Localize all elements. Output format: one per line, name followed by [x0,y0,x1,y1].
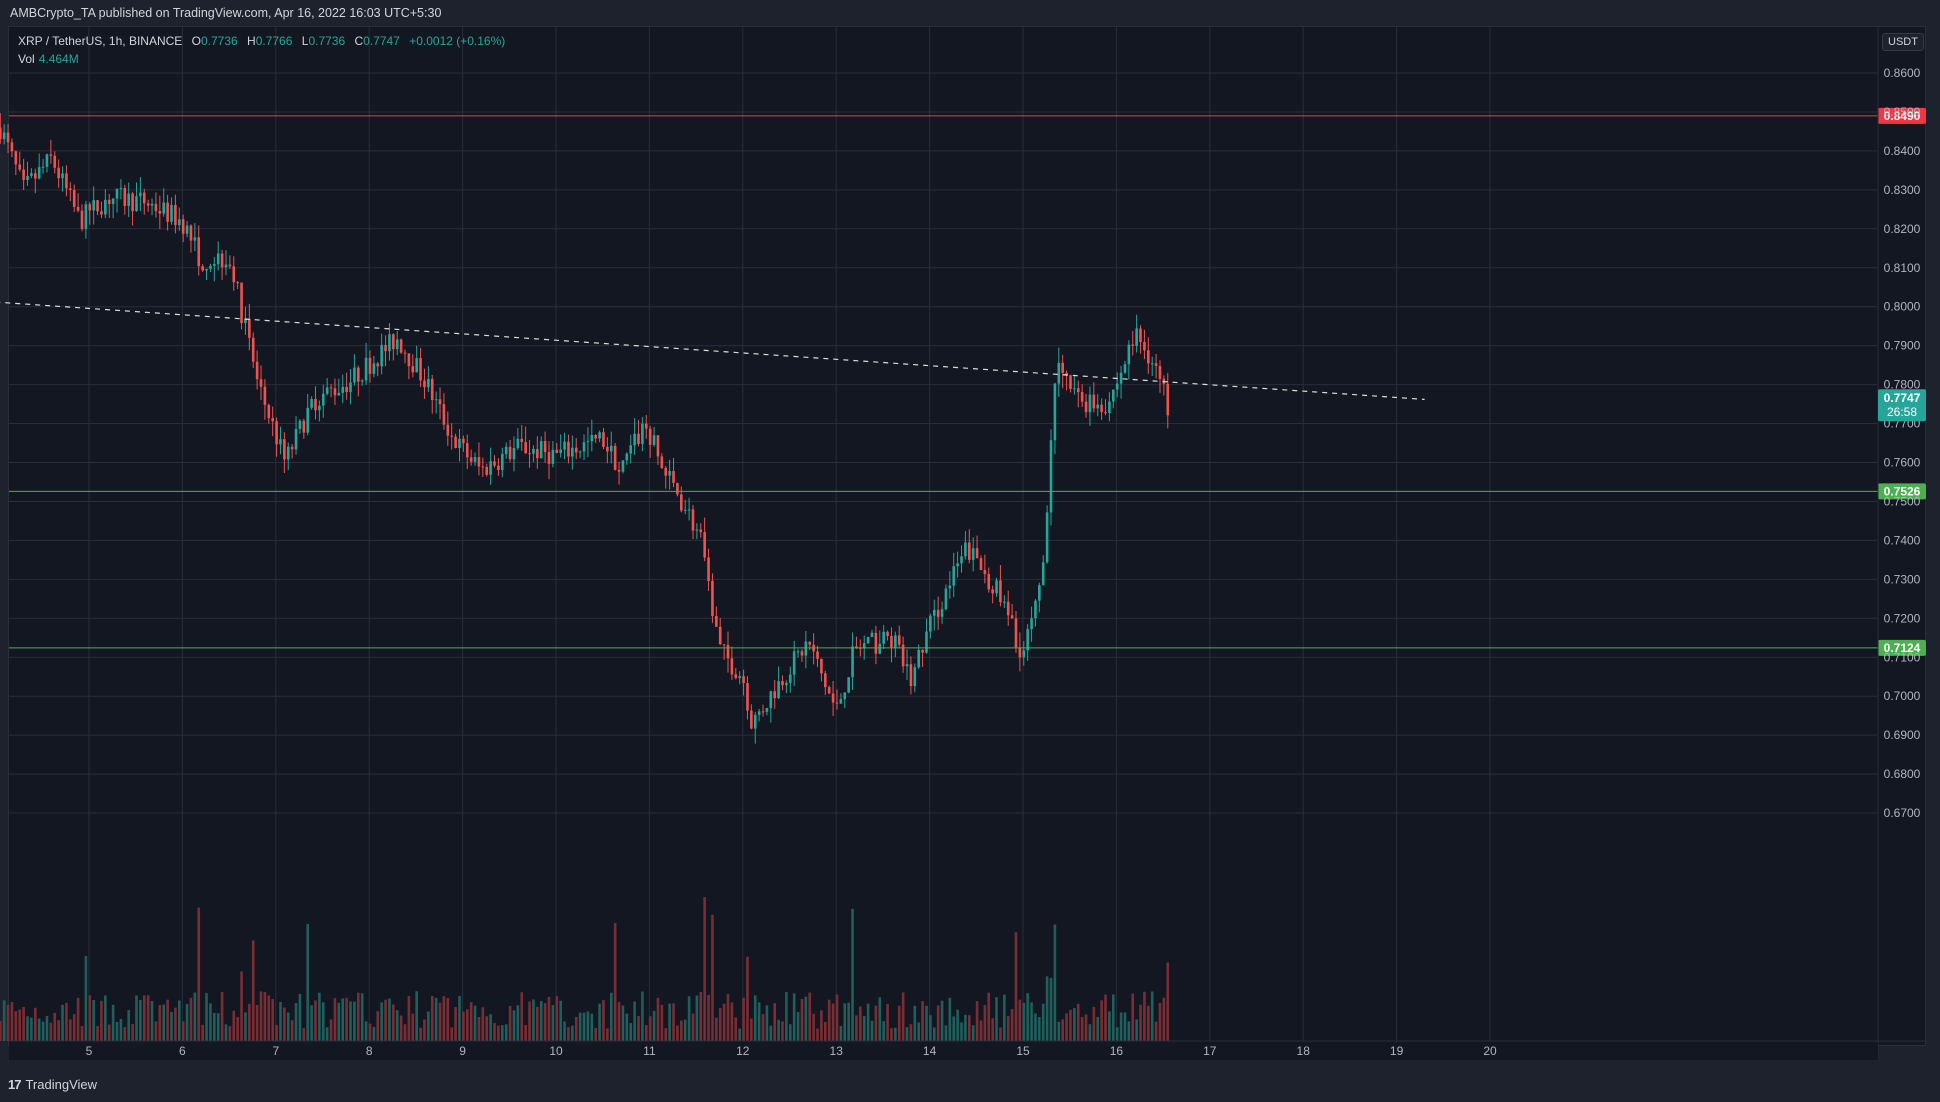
time-axis[interactable]: 5 6 7 8 9 10 11 12 13 14 15 16 17 18 19 20 [9,1040,1925,1060]
svg-text:8: 8 [366,1044,373,1058]
trendline[interactable] [0,301,1425,400]
svg-text:14: 14 [923,1044,937,1058]
svg-text:0.8200: 0.8200 [1884,222,1921,236]
svg-text:9: 9 [459,1044,466,1058]
svg-text:7: 7 [272,1044,279,1058]
grid-lines [9,27,1877,1041]
low-value: 0.7736 [308,34,346,48]
svg-text:26:58: 26:58 [1887,405,1917,419]
svg-text:0.7500: 0.7500 [1884,494,1921,508]
svg-text:12: 12 [736,1044,750,1058]
symbol-legend: XRP / TetherUS, 1h, BINANCE O0.7736 H0.7… [18,34,505,48]
svg-text:6: 6 [179,1044,186,1058]
svg-text:11: 11 [643,1044,656,1058]
svg-text:0.7747: 0.7747 [1884,391,1921,405]
svg-text:0.8400: 0.8400 [1884,144,1921,158]
low-label: L [301,34,309,48]
price-axis[interactable]: 0.8600 0.8500 0.8400 0.8300 0.8200 0.8100 0.80… [1877,27,1926,1060]
svg-text:18: 18 [1297,1044,1311,1058]
svg-text:15: 15 [1016,1044,1030,1058]
svg-text:20: 20 [1483,1044,1497,1058]
svg-text:0.8490: 0.8490 [1884,109,1921,123]
svg-text:0.6900: 0.6900 [1884,728,1921,742]
svg-text:0.8600: 0.8600 [1884,66,1921,80]
svg-text:0.7100: 0.7100 [1884,650,1921,664]
svg-text:13: 13 [830,1044,844,1058]
svg-text:0.7200: 0.7200 [1884,611,1921,625]
high-label: H [247,34,256,48]
tradingview-logo-icon: 17 [8,1077,22,1092]
svg-text:19: 19 [1390,1044,1404,1058]
volume-bars [0,897,1170,1041]
svg-text:16: 16 [1110,1044,1124,1058]
symbol-title: XRP / TetherUS, 1h, BINANCE [18,34,183,48]
volume-legend: Vol 4.464M [18,52,79,66]
svg-text:0.7300: 0.7300 [1884,572,1921,586]
svg-text:10: 10 [549,1044,563,1058]
chart-frame[interactable] [8,26,1926,1046]
volume-value: 4.464M [38,52,79,66]
svg-text:0.7800: 0.7800 [1884,378,1921,392]
close-label: C [354,34,364,48]
svg-text:0.8100: 0.8100 [1884,261,1921,275]
price-candles [0,113,1170,744]
svg-text:0.8300: 0.8300 [1884,183,1921,197]
publish-info: AMBCrypto_TA published on TradingView.co… [10,6,442,20]
volume-label: Vol [18,52,35,66]
change-value: +0.0012 (+0.16%) [409,34,506,48]
close-value: 0.7747 [363,34,400,48]
svg-text:17: 17 [1203,1044,1217,1058]
svg-text:0.7900: 0.7900 [1884,339,1921,353]
high-value: 0.7766 [255,34,293,48]
open-label: O [191,34,201,48]
horizontal-levels[interactable]: 0.8490 0.7526 0.7124 [9,107,1926,656]
brand-name: TradingView [25,1077,98,1092]
open-value: 0.7736 [200,34,238,48]
footer-brand[interactable]: 17 TradingView [8,1077,97,1092]
svg-text:0.7400: 0.7400 [1884,533,1921,547]
svg-text:0.6800: 0.6800 [1884,767,1921,781]
svg-text:0.8500: 0.8500 [1884,105,1921,119]
svg-text:0.8000: 0.8000 [1884,300,1921,314]
svg-text:0.6700: 0.6700 [1884,806,1921,820]
svg-text:5: 5 [86,1044,93,1058]
svg-text:0.7526: 0.7526 [1884,484,1921,498]
svg-text:0.7600: 0.7600 [1884,456,1921,470]
currency-badge[interactable]: USDT [1882,33,1924,51]
svg-text:0.7124: 0.7124 [1884,641,1921,655]
svg-text:0.7000: 0.7000 [1884,689,1921,703]
